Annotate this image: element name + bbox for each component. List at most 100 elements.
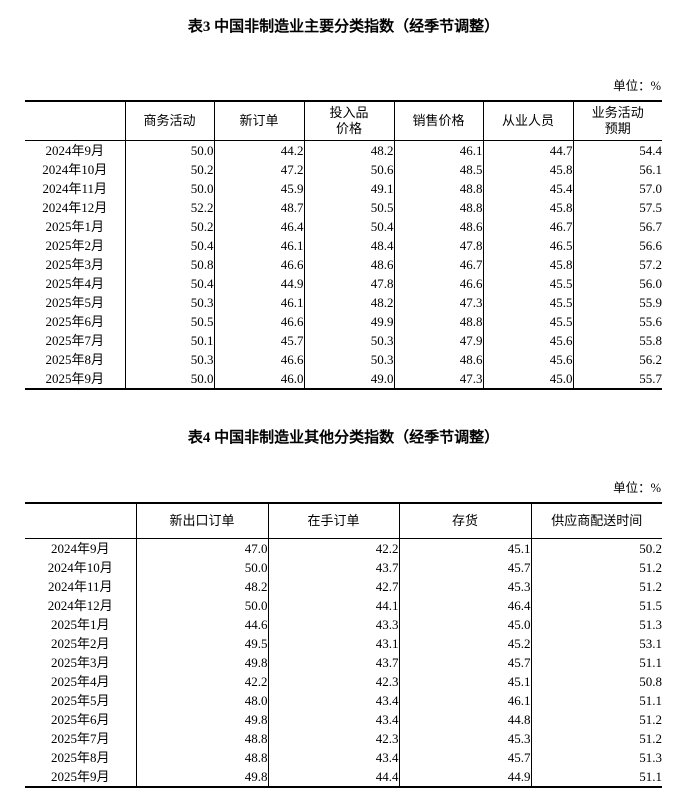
value-cell: 56.0 (572, 274, 662, 293)
value-cell: 45.3 (398, 577, 531, 596)
table-row: 2025年4月 50.4 44.9 47.8 46.6 45.5 56.0 (25, 274, 662, 293)
value-cell: 49.0 (303, 369, 394, 389)
column-header: 新订单 (213, 101, 304, 141)
value-cell: 50.0 (124, 369, 214, 389)
value-cell: 51.3 (530, 748, 662, 767)
value-cell: 44.6 (135, 615, 268, 634)
table-row: 2025年1月 44.6 43.3 45.0 51.3 (25, 615, 662, 634)
value-cell: 50.5 (124, 312, 214, 331)
month-cell: 2025年7月 (50, 731, 110, 746)
table-row: 2025年4月 42.2 42.3 45.1 50.8 (25, 672, 662, 691)
value-cell: 45.5 (482, 293, 573, 312)
value-cell: 50.0 (135, 596, 268, 615)
value-cell: 45.8 (482, 160, 573, 179)
value-cell: 44.9 (398, 767, 531, 787)
month-cell: 2025年3月 (45, 257, 104, 272)
column-header: 存货 (398, 503, 531, 539)
month-cell: 2025年5月 (50, 693, 110, 708)
value-cell: 43.4 (267, 748, 399, 767)
table-row: 2024年12月 50.0 44.1 46.4 51.5 (25, 596, 662, 615)
value-cell: 48.2 (303, 140, 394, 160)
value-cell: 45.4 (482, 179, 573, 198)
value-cell: 45.8 (482, 255, 573, 274)
value-cell: 45.8 (482, 198, 573, 217)
value-cell: 49.1 (303, 179, 394, 198)
value-cell: 49.9 (303, 312, 394, 331)
month-cell: 2024年12月 (42, 200, 108, 215)
value-cell: 45.0 (482, 369, 573, 389)
month-cell: 2025年1月 (50, 617, 110, 632)
column-header: 从业人员 (482, 101, 573, 141)
value-cell: 50.3 (124, 293, 214, 312)
value-cell: 45.9 (213, 179, 304, 198)
value-cell: 51.5 (530, 596, 662, 615)
table4-title: 表4 中国非制造业其他分类指数（经季节调整） (187, 430, 500, 446)
value-cell: 45.7 (398, 653, 531, 672)
table4-header: 新出口订单 在手订单 存货 供应商配送时间 (25, 503, 662, 539)
month-cell: 2024年11月 (42, 181, 108, 196)
value-cell: 50.2 (124, 160, 214, 179)
value-cell: 44.8 (398, 710, 531, 729)
table-row: 2025年8月 48.8 43.4 45.7 51.3 (25, 748, 662, 767)
value-cell: 46.1 (213, 236, 304, 255)
value-cell: 49.8 (135, 767, 268, 787)
value-cell: 46.6 (393, 274, 483, 293)
month-cell: 2025年2月 (50, 636, 110, 651)
table-row: 2024年10月 50.2 47.2 50.6 48.5 45.8 56.1 (25, 160, 662, 179)
month-cell: 2025年1月 (45, 219, 104, 234)
table-row: 2025年6月 49.8 43.4 44.8 51.2 (25, 710, 662, 729)
table4-unit-label: 单位：% (613, 481, 661, 495)
value-cell: 48.0 (135, 691, 268, 710)
month-cell: 2025年6月 (50, 712, 110, 727)
month-cell: 2025年4月 (45, 276, 104, 291)
value-cell: 51.1 (530, 691, 662, 710)
value-cell: 57.2 (572, 255, 662, 274)
value-cell: 45.5 (482, 312, 573, 331)
value-cell: 50.2 (530, 538, 662, 558)
value-cell: 48.8 (393, 198, 483, 217)
table-row: 2024年9月 50.0 44.2 48.2 46.1 44.7 54.4 (25, 140, 662, 160)
value-cell: 55.7 (572, 369, 662, 389)
value-cell: 49.8 (135, 710, 268, 729)
value-cell: 44.9 (213, 274, 304, 293)
table-row: 2025年7月 48.8 42.3 45.3 51.2 (25, 729, 662, 748)
value-cell: 50.0 (124, 140, 214, 160)
table3-unit-label: 单位：% (613, 79, 661, 93)
value-cell: 45.7 (213, 331, 304, 350)
value-cell: 45.7 (398, 558, 531, 577)
month-cell: 2025年9月 (50, 769, 110, 784)
value-cell: 46.1 (398, 691, 531, 710)
value-cell: 48.6 (393, 217, 483, 236)
value-cell: 47.3 (393, 369, 483, 389)
value-cell: 50.5 (303, 198, 394, 217)
value-cell: 43.1 (267, 634, 399, 653)
value-cell: 46.6 (213, 312, 304, 331)
value-cell: 55.6 (572, 312, 662, 331)
month-cell: 2025年8月 (45, 352, 104, 367)
value-cell: 51.2 (530, 558, 662, 577)
value-cell: 56.6 (572, 236, 662, 255)
table-row: 2025年9月 50.0 46.0 49.0 47.3 45.0 55.7 (25, 369, 662, 389)
value-cell: 50.6 (303, 160, 394, 179)
value-cell: 45.7 (398, 748, 531, 767)
value-cell: 46.5 (482, 236, 573, 255)
month-cell: 2024年10月 (42, 162, 108, 177)
month-cell: 2025年7月 (45, 333, 104, 348)
column-header: 供应商配送时间 (530, 503, 662, 539)
value-cell: 47.9 (393, 331, 483, 350)
table-row: 2025年3月 49.8 43.7 45.7 51.1 (25, 653, 662, 672)
table4-other-indices-table: 新出口订单 在手订单 存货 供应商配送时间 2024年9月 47.0 42.2 45.1 50… (25, 502, 662, 788)
value-cell: 45.3 (398, 729, 531, 748)
value-cell: 48.8 (393, 312, 483, 331)
value-cell: 51.2 (530, 710, 662, 729)
value-cell: 50.4 (124, 236, 214, 255)
value-cell: 43.3 (267, 615, 399, 634)
column-header: 在手订单 (267, 503, 399, 539)
value-cell: 45.0 (398, 615, 531, 634)
month-cell: 2024年12月 (47, 598, 113, 613)
value-cell: 45.1 (398, 538, 531, 558)
table-row: 2024年11月 50.0 45.9 49.1 48.8 45.4 57.0 (25, 179, 662, 198)
value-cell: 50.1 (124, 331, 214, 350)
value-cell: 48.8 (135, 748, 268, 767)
